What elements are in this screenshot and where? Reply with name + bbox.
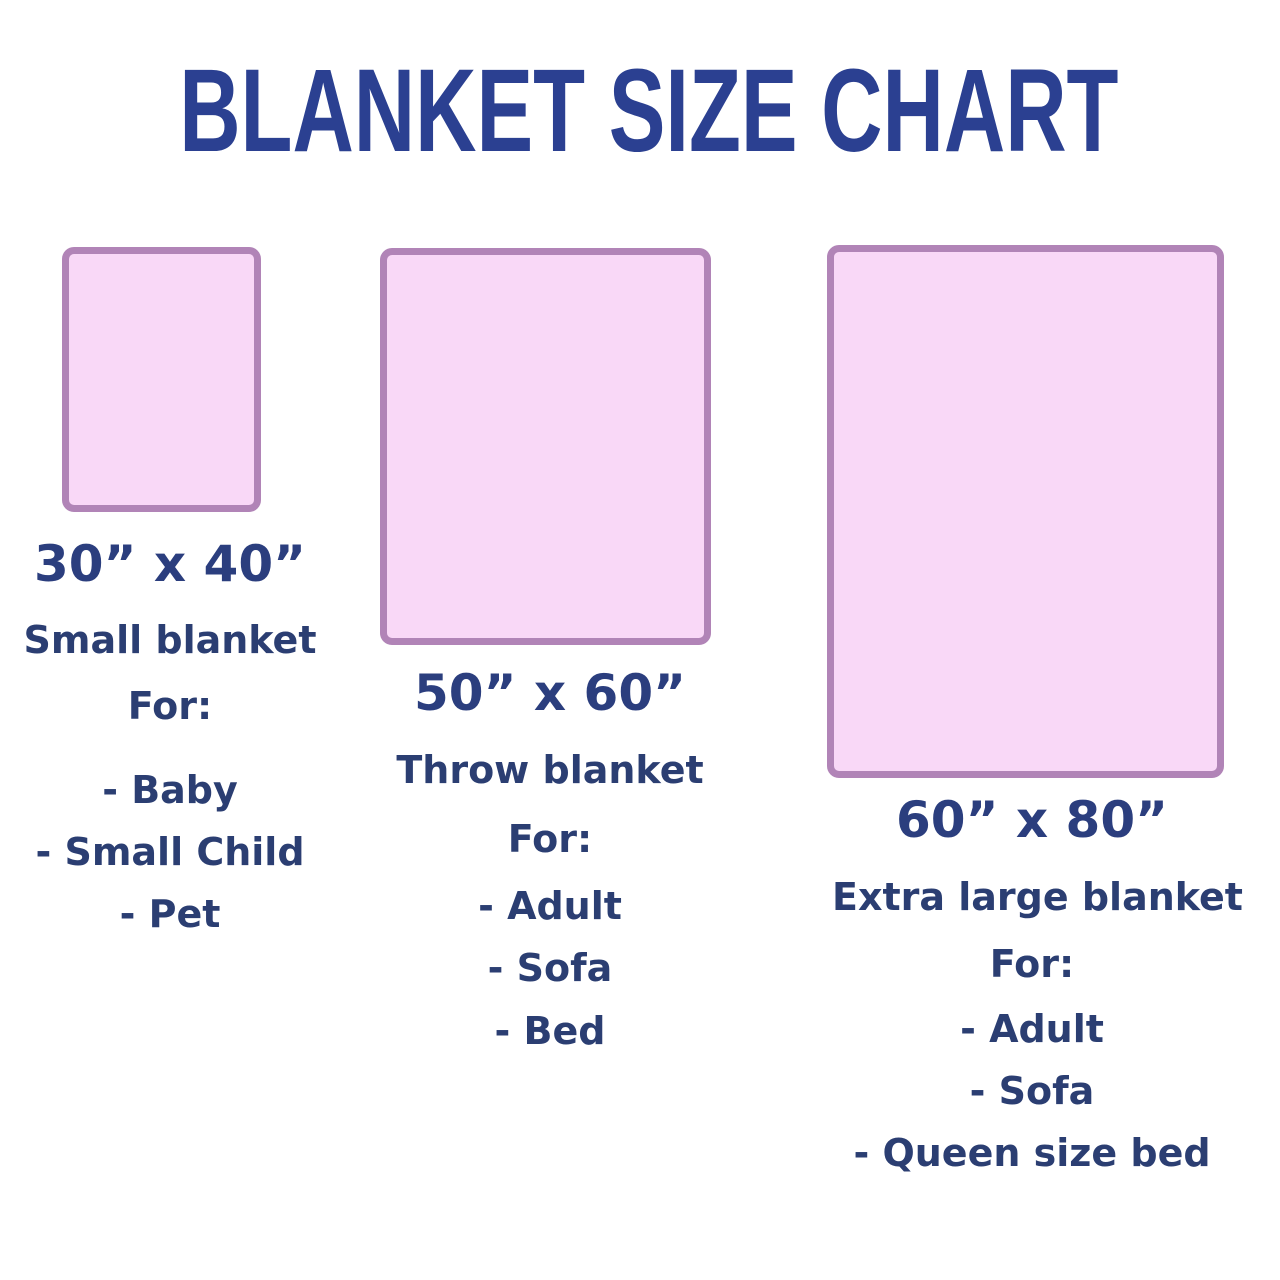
- throw-blanket-name: Throw blanket: [396, 748, 704, 792]
- throw-blanket-use-item: - Sofa: [487, 946, 613, 990]
- throw-blanket-size-label: 50” x 60”: [414, 664, 686, 722]
- throw-blanket-use-item: - Adult: [478, 884, 622, 928]
- small-blanket-size-label: 30” x 40”: [34, 535, 306, 593]
- small-blanket-swatch: [62, 247, 261, 512]
- extra-large-blanket-for-label: For:: [989, 942, 1075, 986]
- small-blanket-use-item: - Pet: [119, 892, 221, 936]
- small-blanket-use-item: - Baby: [102, 768, 238, 812]
- extra-large-blanket-use-item: - Adult: [960, 1007, 1104, 1051]
- extra-large-blanket-swatch: [827, 245, 1224, 778]
- small-blanket-use-item: - Small Child: [35, 830, 305, 874]
- page-title: BLANKET SIZE CHART: [179, 45, 1119, 177]
- extra-large-blanket-name: Extra large blanket: [832, 875, 1243, 919]
- small-blanket-name: Small blanket: [23, 618, 317, 662]
- throw-blanket-swatch: [380, 248, 711, 645]
- throw-blanket-for-label: For:: [507, 817, 593, 861]
- extra-large-blanket-use-item: - Sofa: [969, 1069, 1095, 1113]
- small-blanket-for-label: For:: [127, 684, 213, 728]
- extra-large-blanket-size-label: 60” x 80”: [896, 791, 1168, 849]
- extra-large-blanket-use-item: - Queen size bed: [853, 1131, 1211, 1175]
- throw-blanket-use-item: - Bed: [494, 1009, 606, 1053]
